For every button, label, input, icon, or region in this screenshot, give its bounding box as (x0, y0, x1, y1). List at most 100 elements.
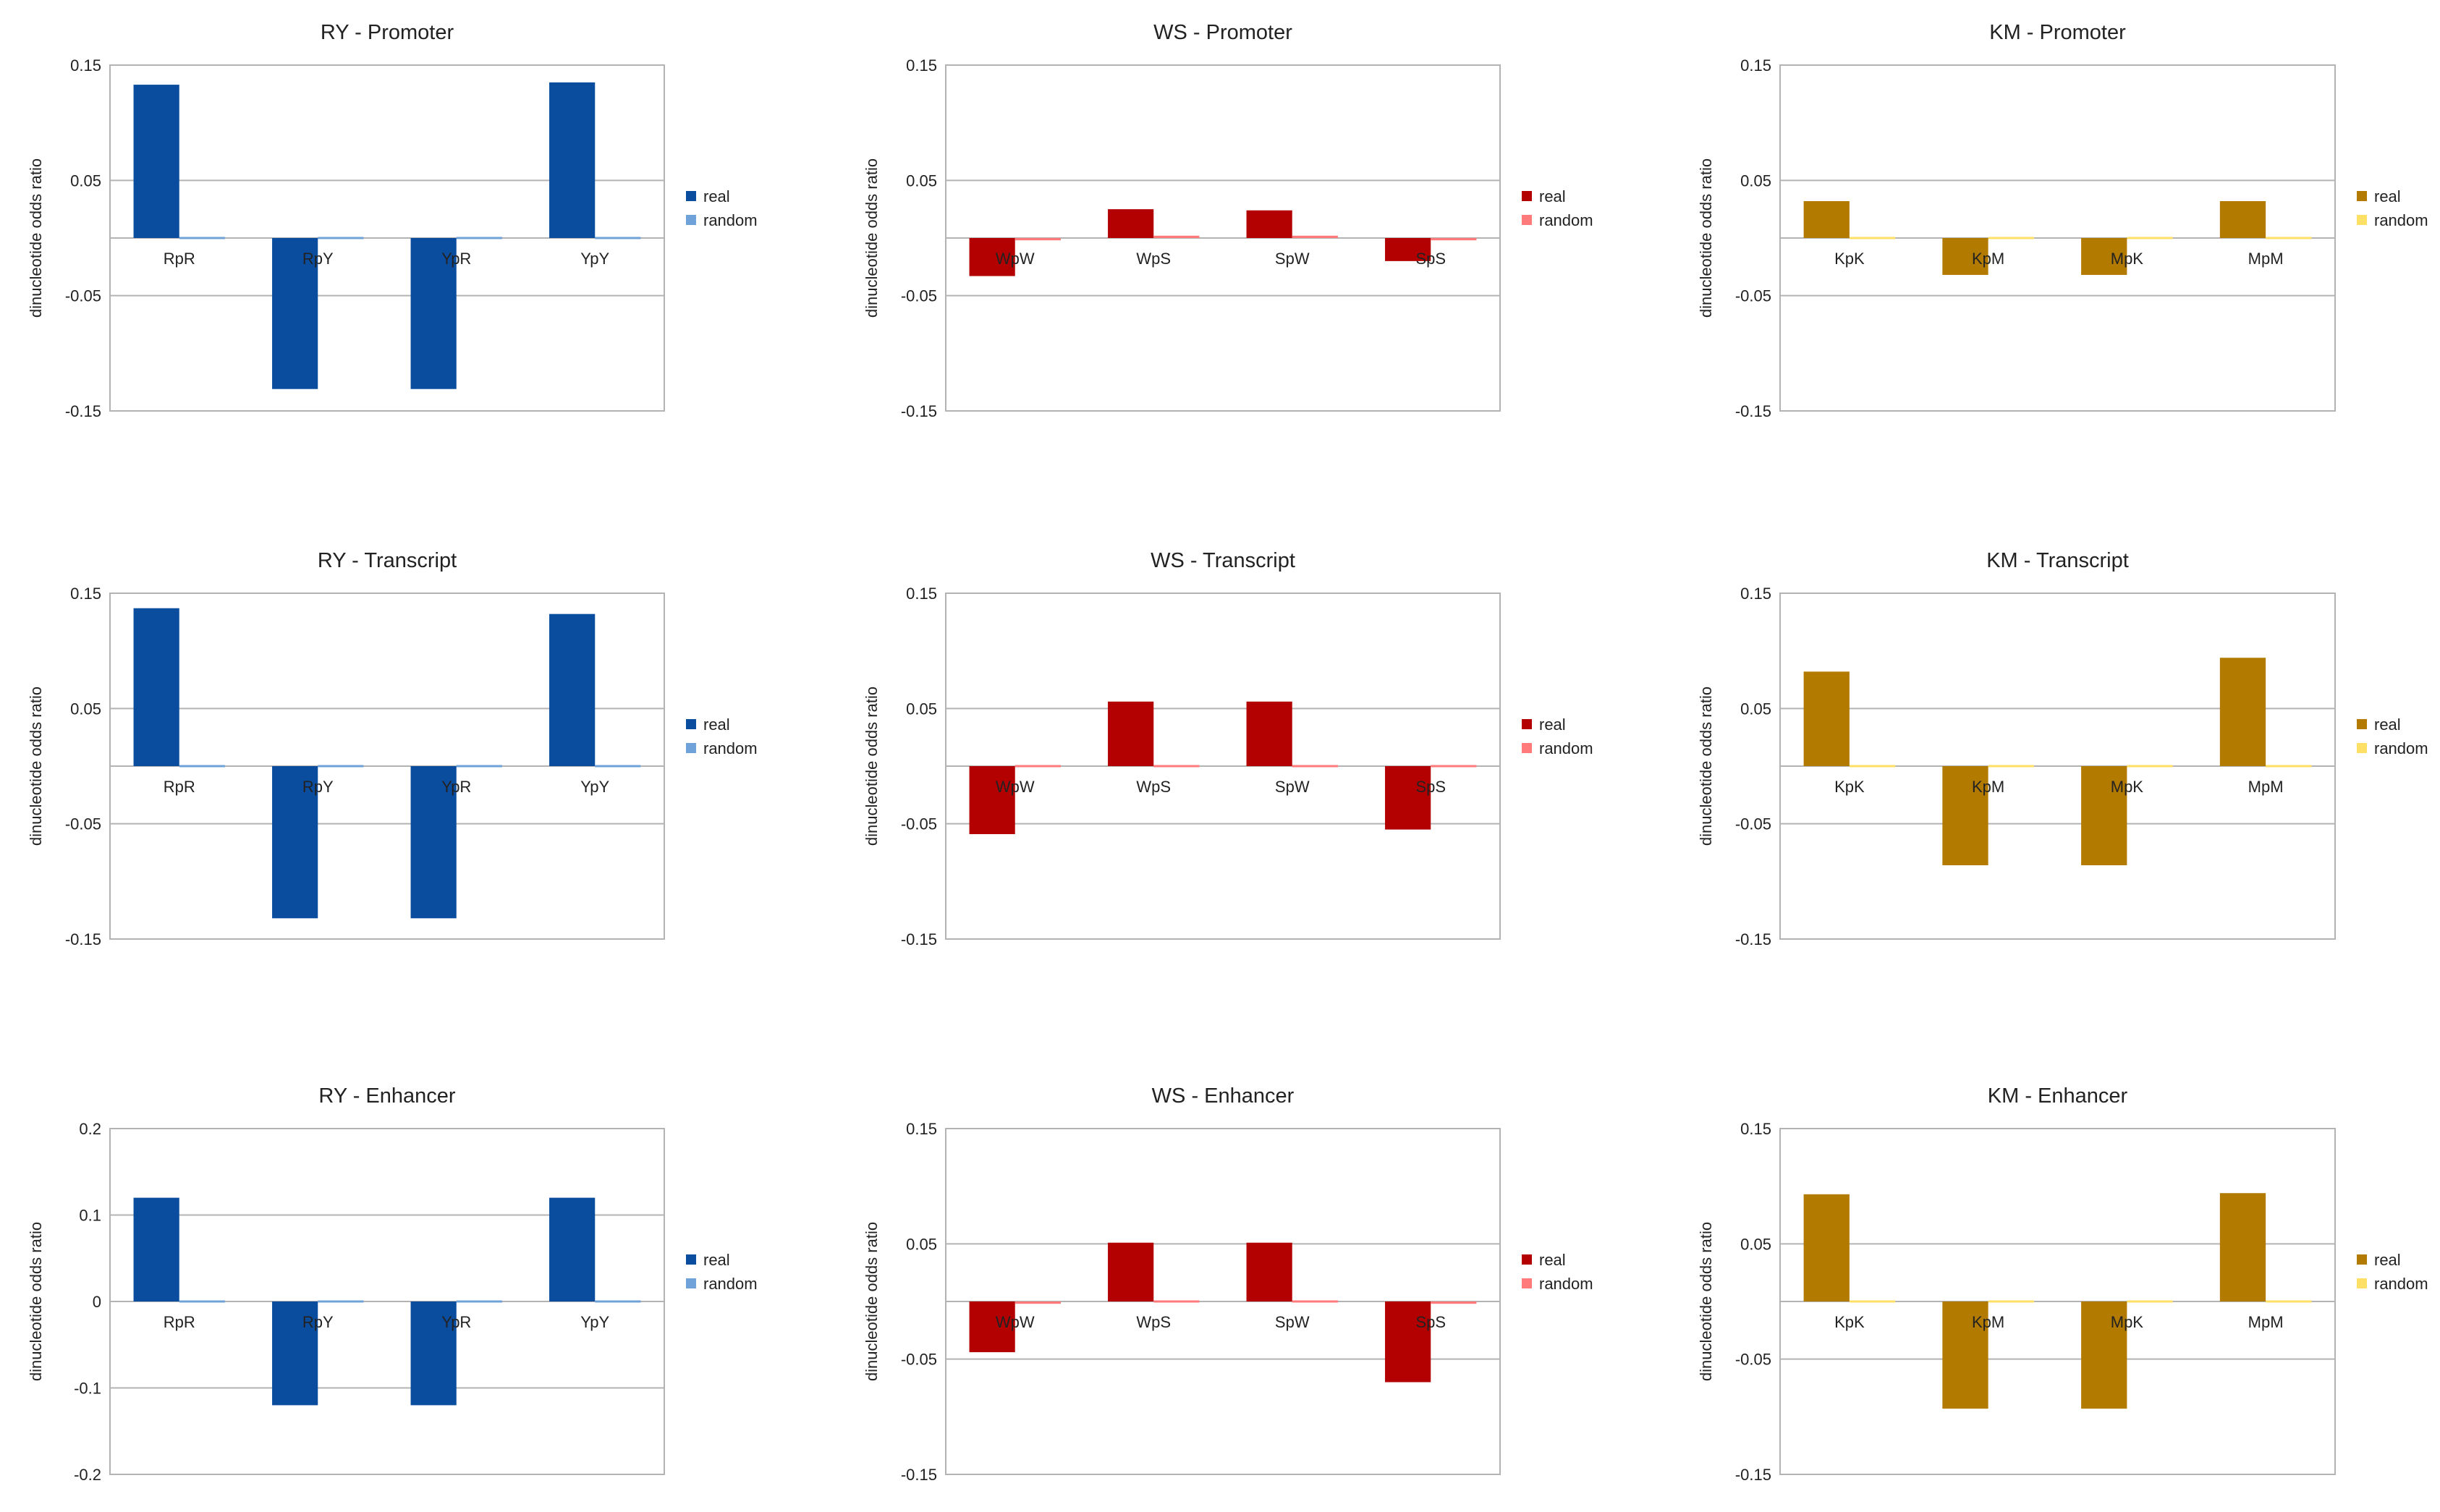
bar-random-WpS (1153, 1300, 1200, 1303)
legend-label-random: random (1539, 1275, 1593, 1293)
legend-label-real: real (703, 715, 730, 734)
y-tick-label: -0.2 (74, 1466, 101, 1484)
bar-random-RpR (179, 765, 225, 768)
legend-swatch-real (686, 719, 696, 729)
legend-swatch-real (686, 1254, 696, 1265)
chart-title: RY - Promoter (321, 21, 454, 44)
bar-random-MpM (2266, 765, 2312, 768)
y-tick-label: 0.15 (906, 1120, 937, 1138)
category-label: YpY (580, 778, 609, 796)
bar-real-SpW (1246, 1242, 1292, 1301)
y-tick-label: 0.05 (1740, 1235, 1771, 1253)
bar-real-KpK (1803, 201, 1850, 238)
chart-9: 0.15 0.05 -0.05 -0.15 KpK KpM MpK MpM KM - Enhan… (1697, 1084, 2428, 1484)
bar-real-RpY (272, 1301, 318, 1406)
y-tick-label: 0.05 (906, 171, 937, 190)
bar-random-SpS (1431, 238, 1477, 241)
bar-random-YpY (595, 1300, 641, 1303)
bar-random-YpR (456, 1300, 502, 1303)
y-tick-label: 0.05 (1740, 700, 1771, 718)
category-label: YpR (441, 778, 471, 796)
category-label: RpR (164, 778, 195, 796)
bar-real-SpW (1246, 210, 1292, 238)
y-tick-label: -0.05 (1735, 815, 1771, 833)
bar-real-KpM (1942, 1301, 1988, 1409)
bar-real-RpR (133, 608, 179, 766)
legend-label-random: random (1539, 211, 1593, 229)
chart-2: 0.15 0.05 -0.05 -0.15 WpW WpS SpW SpS WS - Promo… (863, 21, 1593, 420)
y-tick-label: -0.15 (65, 930, 101, 948)
bar-real-YpR (410, 766, 457, 919)
bar-real-KpM (1942, 766, 1988, 866)
bar-real-YpR (410, 1301, 457, 1406)
chart-1: 0.15 0.05 -0.05 -0.15 RpR RpY YpR YpY RY - Promo… (27, 21, 758, 420)
y-tick-label: -0.15 (1735, 930, 1771, 948)
category-label: RpR (164, 1313, 195, 1331)
y-tick-label: -0.15 (65, 402, 101, 420)
bar-random-KpM (1988, 765, 2034, 768)
bar-real-YpY (549, 613, 596, 766)
legend-swatch-real (1522, 191, 1532, 201)
legend-swatch-random (1522, 215, 1532, 225)
bar-random-SpW (1292, 235, 1338, 238)
category-label: SpW (1275, 778, 1310, 796)
category-label: WpW (996, 778, 1035, 796)
y-tick-label: 0 (93, 1293, 101, 1311)
bar-real-SpS (1385, 766, 1431, 830)
category-label: SpS (1415, 250, 1446, 268)
y-tick-label: -0.05 (901, 1351, 937, 1369)
bar-real-YpR (410, 238, 457, 389)
chart-6: 0.15 0.05 -0.05 -0.15 KpK KpM MpK MpM KM - Trans… (1697, 549, 2428, 948)
y-tick-label: 0.05 (1740, 171, 1771, 190)
category-label: RpY (302, 250, 334, 268)
bar-random-MpK (2127, 1300, 2173, 1303)
bar-random-RpR (179, 1300, 225, 1303)
category-label: WpS (1136, 250, 1171, 268)
y-tick-label: -0.15 (901, 930, 937, 948)
y-tick-label: 0.15 (70, 585, 101, 603)
chart-5: 0.15 0.05 -0.05 -0.15 WpW WpS SpW SpS WS - Trans… (863, 549, 1593, 948)
y-tick-label: -0.05 (1735, 1351, 1771, 1369)
bar-random-SpS (1431, 765, 1477, 768)
legend-label-real: real (703, 1251, 730, 1269)
category-label: MpM (2248, 250, 2284, 268)
bar-real-KpM (1942, 238, 1988, 275)
y-tick-label: 0.05 (906, 700, 937, 718)
y-axis-label: dinucleotide odds ratio (1697, 687, 1715, 846)
legend-label-real: real (1539, 715, 1566, 734)
bar-random-YpY (595, 765, 641, 768)
y-axis-label: dinucleotide odds ratio (863, 158, 881, 318)
category-label: YpY (580, 250, 609, 268)
bar-random-KpK (1849, 1300, 1896, 1303)
legend-swatch-random (686, 743, 696, 753)
category-label: KpM (1972, 250, 2004, 268)
bar-real-KpK (1803, 1194, 1850, 1301)
y-tick-label: -0.15 (901, 402, 937, 420)
bar-real-YpY (549, 1197, 596, 1301)
legend-label-random: random (2374, 1275, 2428, 1293)
bar-real-KpK (1803, 671, 1850, 766)
bar-real-WpS (1108, 701, 1154, 766)
y-tick-label: -0.05 (65, 287, 101, 305)
category-label: SpS (1415, 778, 1446, 796)
y-tick-label: -0.05 (901, 287, 937, 305)
bar-random-WpW (1014, 1301, 1061, 1304)
category-label: KpK (1834, 778, 1865, 796)
legend-label-random: random (703, 739, 758, 757)
y-axis-label: dinucleotide odds ratio (863, 1222, 881, 1381)
bar-random-MpK (2127, 237, 2173, 239)
category-label: MpK (2111, 778, 2144, 796)
chart-title: WS - Promoter (1153, 21, 1292, 44)
legend-swatch-real (1522, 1254, 1532, 1265)
bar-random-MpM (2266, 237, 2312, 239)
legend-swatch-real (686, 191, 696, 201)
chart-title: RY - Enhancer (318, 1084, 455, 1108)
legend-label-real: real (2374, 715, 2401, 734)
bar-real-WpW (969, 1301, 1015, 1353)
y-tick-label: -0.05 (65, 815, 101, 833)
chart-title: KM - Enhancer (1988, 1084, 2128, 1108)
bar-real-RpY (272, 766, 318, 919)
y-tick-label: 0.15 (906, 585, 937, 603)
bar-random-WpS (1153, 765, 1200, 768)
bar-random-RpY (318, 1300, 364, 1303)
